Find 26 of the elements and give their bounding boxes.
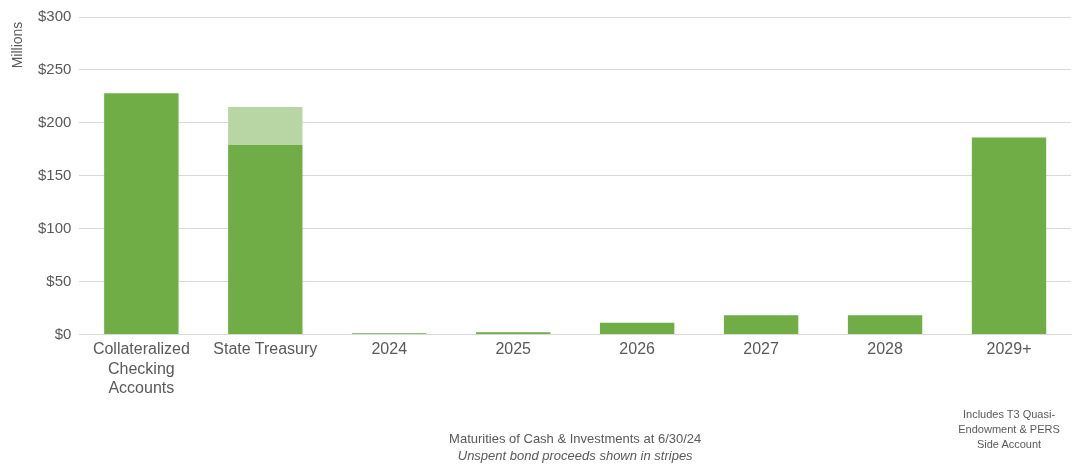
y-tick-label: $250	[37, 60, 72, 78]
x-tick-label: 2028	[867, 340, 903, 358]
bar	[104, 93, 179, 334]
x-axis-title: Maturities of Cash & Investments at 6/30/24	[449, 430, 702, 446]
bar	[228, 145, 303, 334]
y-tick-label: $300	[37, 7, 72, 25]
bar	[599, 322, 675, 334]
x-tick-label: 2027	[743, 340, 780, 358]
x-tick-label: 2025	[495, 340, 532, 358]
y-tick-label: $50	[46, 271, 72, 289]
x-tick-label: Collateralized Checking Accounts	[92, 340, 190, 396]
bar	[971, 137, 1047, 334]
x-tick-label: 2029+	[986, 340, 1032, 358]
y-tick-label: $150	[37, 165, 72, 183]
y-tick-label: $100	[37, 218, 72, 236]
x-tick-label: State Treasury	[213, 340, 318, 358]
bar	[847, 315, 923, 334]
y-tick-label: $0	[54, 324, 72, 342]
bar	[723, 315, 799, 334]
x-tick-label: 2026	[619, 340, 656, 358]
text: Includes T3 Quasi-Endowment & PERS Side Account	[958, 408, 1060, 451]
text: Unspent bond proceeds shown in stripes	[457, 447, 694, 463]
y-tick-label: $200	[37, 112, 72, 130]
bar	[228, 106, 303, 146]
x-tick-label: 2024	[371, 340, 408, 358]
y-axis-title: Millions	[8, 21, 25, 69]
